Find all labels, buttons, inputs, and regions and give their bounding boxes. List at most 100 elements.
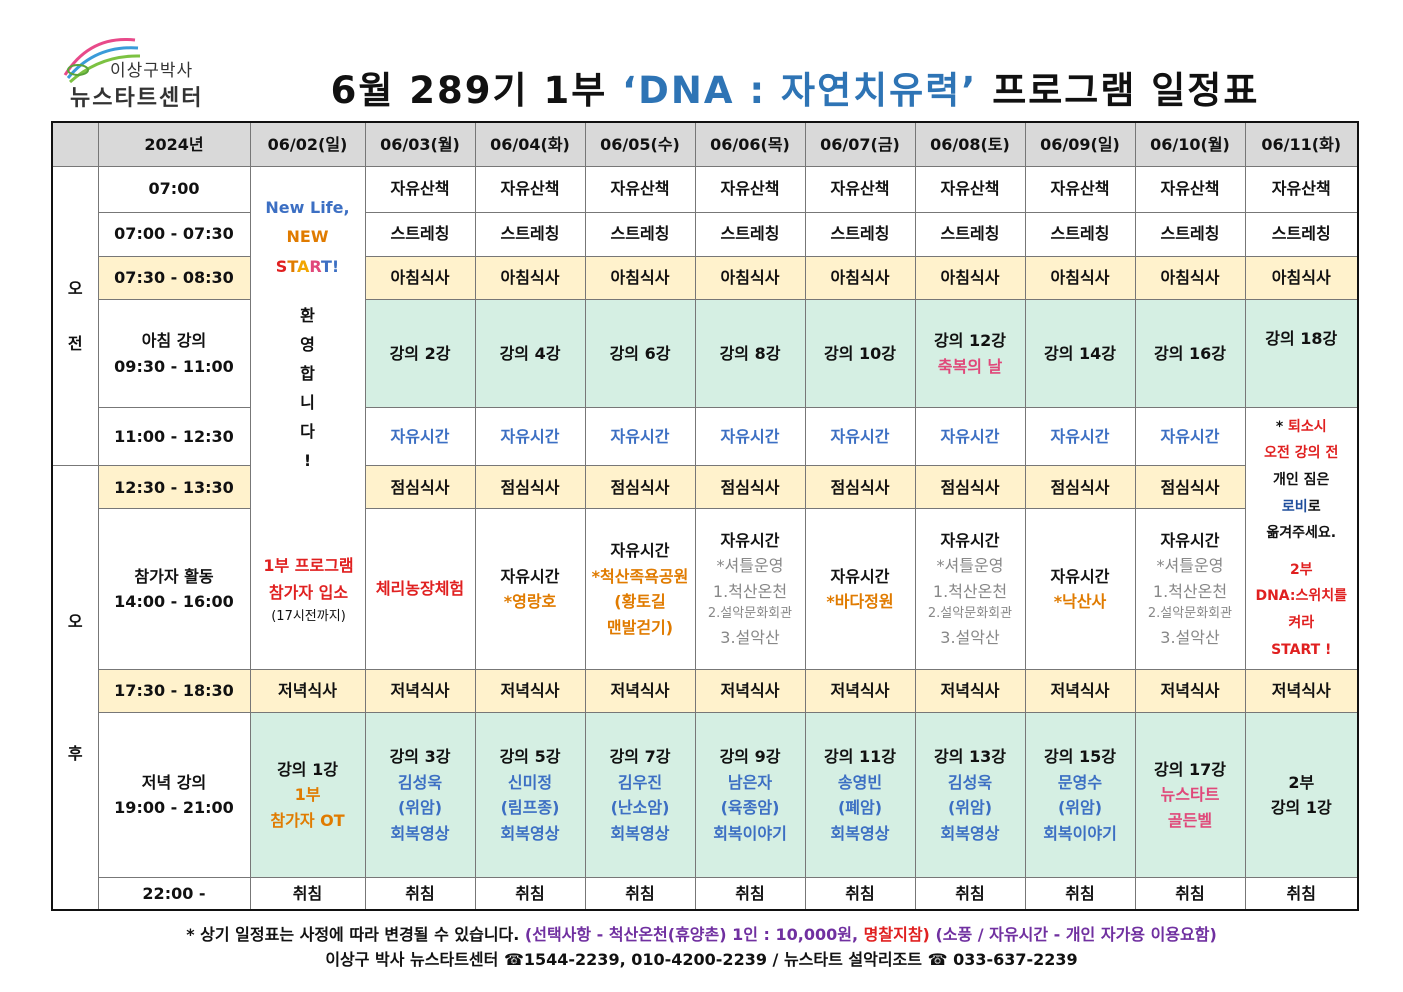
activity-cell: 자유시간 *셔틀운영 1.척산온천 2.설악문화회관 3.설악산 <box>1134 508 1246 670</box>
time-cell: 07:30 - 08:30 <box>97 255 251 300</box>
footer-contact: 이상구 박사 뉴스타트센터 ☎1544-2239, 010-4200-2239 … <box>325 950 1078 969</box>
lecture-cell: 강의 8강 <box>694 298 806 409</box>
time-cell: 저녁 강의 19:00 - 21:00 <box>97 711 251 879</box>
evening-lecture-cell: 강의 9강 남은자 (육종암) 회복이야기 <box>694 711 806 879</box>
start-text: START! <box>275 256 340 276</box>
day-header: 06/11(화) <box>1244 121 1359 167</box>
evening-lecture-cell: 강의 3강 김성욱 (위암) 회복영상 <box>364 711 476 879</box>
lecture-cell: 강의 10강 <box>804 298 916 409</box>
logo-line-2: 뉴스타트센터 <box>70 86 204 111</box>
activity-cell: 자유시간 *척산족욕공원 (황토길 맨발걷기) <box>584 508 696 670</box>
time-cell: 17:30 - 18:30 <box>97 668 251 713</box>
free-time-cell: 자유시간 <box>474 407 586 467</box>
free-time-cell: 자유시간 <box>694 407 806 467</box>
meal-cell: 아침식사 <box>1024 255 1136 300</box>
time-cell: 22:00 - <box>97 877 251 911</box>
evening-lecture-cell: 강의 13강 김성욱 (위암) 회복영상 <box>914 711 1026 879</box>
activity-cell: 자유산책 <box>1244 165 1359 213</box>
meal-cell: 점심식사 <box>364 465 476 510</box>
sleep-cell: 취침 <box>804 877 916 911</box>
table-row: 11:00 - 12:30 자유시간 자유시간 자유시간 자유시간 자유시간 자… <box>52 407 1359 670</box>
meal-cell: 저녁식사 <box>474 668 586 713</box>
day-header: 06/04(화) <box>474 121 586 167</box>
evening-lecture-cell: 강의 1강 1부 참가자 OT <box>249 711 366 879</box>
day1-entry: 1부 프로그램 참가자 입소 (17시전까지) <box>263 556 354 625</box>
day-header: 06/03(월) <box>364 121 476 167</box>
sleep-cell: 취침 <box>474 877 586 911</box>
evening-lecture-cell: 강의 15강 문영수 (위암) 회복이야기 <box>1024 711 1136 879</box>
meal-cell: 저녁식사 <box>804 668 916 713</box>
activity-cell: 자유산책 <box>914 165 1026 213</box>
meal-cell: 점심식사 <box>474 465 586 510</box>
meal-cell: 저녁식사 <box>914 668 1026 713</box>
page-title: 6월 289기 1부 ‘DNA : 자연치유력’ 프로그램 일정표 <box>330 69 1260 112</box>
meal-cell: 저녁식사 <box>1244 668 1359 713</box>
table-row: 아침 강의 09:30 - 11:00 강의 2강 강의 4강 강의 6강 강의 … <box>52 298 1359 409</box>
free-time-cell: 자유시간 <box>1134 407 1246 467</box>
header-row: 2024년 06/02(일) 06/03(월) 06/04(화) 06/05(수… <box>51 121 1359 167</box>
meal-cell: 저녁식사 <box>584 668 696 713</box>
logo-swoosh-icon <box>63 37 140 84</box>
free-time-cell: 자유시간 <box>364 407 476 467</box>
activity-cell: 자유산책 <box>474 165 586 213</box>
evening-lecture-cell: 강의 17강 뉴스타트 골든벨 <box>1134 711 1246 879</box>
logo-line-1: 이상구박사 <box>110 61 194 81</box>
activity-cell: 자유시간 *낙산사 <box>1024 508 1136 670</box>
day-header: 06/06(목) <box>694 121 806 167</box>
table-row: 07:00 - 07:30 스트레칭 스트레칭 스트레칭 스트레칭 스트레칭 스… <box>52 211 1359 257</box>
activity-cell: 스트레칭 <box>694 211 806 257</box>
time-cell: 참가자 활동 14:00 - 16:00 <box>97 508 251 670</box>
meal-cell: 저녁식사 <box>364 668 476 713</box>
new-life-text: New Life, <box>265 197 350 217</box>
lecture-cell: 강의 6강 <box>584 298 696 409</box>
schedule-table: 2024년 06/02(일) 06/03(월) 06/04(화) 06/05(수… <box>51 121 1359 911</box>
day-header: 06/08(토) <box>914 121 1026 167</box>
lecture-cell: 강의 12강 축복의 날 <box>914 298 1026 409</box>
activity-cell: 자유시간 *셔틀운영 1.척산온천 2.설악문화회관 3.설악산 <box>694 508 806 670</box>
meal-cell: 점심식사 <box>1024 465 1136 510</box>
welcome-text: 환 영 합 니 다! <box>300 306 315 471</box>
time-cell: 12:30 - 13:30 <box>97 465 251 510</box>
activity-cell: 스트레칭 <box>474 211 586 257</box>
meal-cell: 아침식사 <box>804 255 916 300</box>
table-row: 저녁 강의 19:00 - 21:00 강의 1강 1부 참가자 OT 강의 3강 김성… <box>52 711 1359 879</box>
activity-cell: 스트레칭 <box>1134 211 1246 257</box>
logo: 이상구박사 뉴스타트센터 <box>60 30 260 111</box>
activity-cell: 자유산책 <box>584 165 696 213</box>
activity-cell: 스트레칭 <box>584 211 696 257</box>
year-header: 2024년 <box>97 121 251 167</box>
lecture-cell: 강의 18강 <box>1244 298 1359 409</box>
meal-cell: 아침식사 <box>584 255 696 300</box>
meal-cell: 아침식사 <box>1244 255 1359 300</box>
table-row: 참가자 활동 14:00 - 16:00 체리농장체험 자유시간 *영랑호 자유시간… <box>52 508 1358 670</box>
activity-cell: 자유산책 <box>694 165 806 213</box>
sleep-cell: 취침 <box>1134 877 1246 911</box>
meal-cell: 저녁식사 <box>1134 668 1246 713</box>
free-time-cell: 자유시간 <box>584 407 696 467</box>
sleep-cell: 취침 <box>584 877 696 911</box>
sleep-cell: 취침 <box>249 877 366 911</box>
activity-cell: 스트레칭 <box>1244 211 1359 257</box>
day-header: 06/07(금) <box>804 121 916 167</box>
activity-cell: 체리농장체험 <box>364 508 476 670</box>
sleep-cell: 취침 <box>694 877 806 911</box>
meal-cell: 아침식사 <box>364 255 476 300</box>
evening-lecture-cell: 2부 강의 1강 <box>1244 711 1359 879</box>
day-header: 06/02(일) <box>249 121 366 167</box>
new-start-text: NEW <box>286 227 329 247</box>
sleep-cell: 취침 <box>914 877 1026 911</box>
meal-cell: 점심식사 <box>584 465 696 510</box>
activity-cell: 자유산책 <box>1134 165 1246 213</box>
lecture-cell: 강의 2강 <box>364 298 476 409</box>
day-header: 06/10(월) <box>1134 121 1246 167</box>
day-header: 06/09(일) <box>1024 121 1136 167</box>
meal-cell: 저녁식사 <box>694 668 806 713</box>
meal-cell: 아침식사 <box>1134 255 1246 300</box>
lecture-cell: 강의 16강 <box>1134 298 1246 409</box>
sleep-cell: 취침 <box>1244 877 1359 911</box>
activity-cell: 자유시간 *영랑호 <box>474 508 586 670</box>
free-time-cell: 자유시간 <box>914 407 1026 467</box>
activity-cell: 스트레칭 <box>1024 211 1136 257</box>
